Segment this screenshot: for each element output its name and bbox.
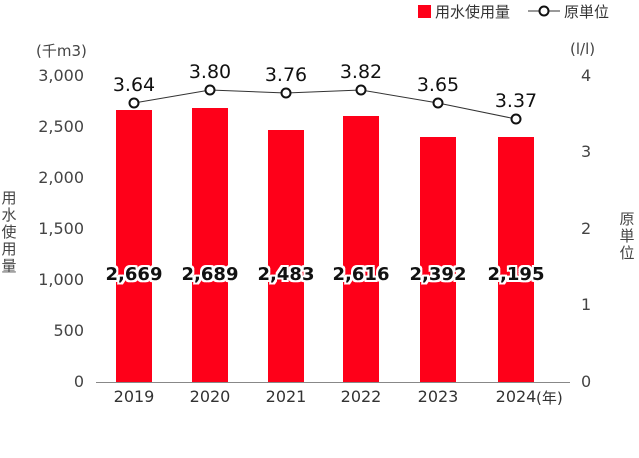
bar-label-2019: 2,669: [105, 264, 163, 285]
bar-label-2022: 2,616: [332, 264, 390, 285]
legend-bar-swatch: [418, 4, 431, 18]
x-label-2024: 2024: [495, 387, 537, 406]
right-axis-title-char: 原: [619, 210, 635, 228]
bar-label-2021: 2,483: [257, 264, 315, 285]
point-marker-icon: [204, 84, 216, 96]
line-label-2023: 3.65: [416, 74, 460, 96]
right-tick: 3: [581, 142, 592, 161]
left-tick: 1,500: [38, 219, 84, 238]
bar-label-2020: 2,689: [181, 264, 239, 285]
right-tick: 4: [581, 66, 592, 85]
left-tick: 2,500: [38, 117, 84, 136]
left-axis-title-char: 用: [1, 189, 17, 207]
point-marker-icon: [128, 97, 140, 109]
line-label-2020: 3.80: [188, 61, 232, 83]
right-tick: 0: [581, 372, 592, 391]
left-tick: 3,000: [38, 66, 84, 85]
left-axis-title-char: 用: [1, 240, 17, 258]
left-axis-title-char: 水: [1, 206, 17, 224]
point-marker-icon: [432, 97, 444, 109]
bar-2021: [268, 130, 304, 382]
right-tick: 2: [581, 219, 592, 238]
legend-bar-label: 用水使用量: [435, 2, 511, 21]
x-axis-suffix: (年): [536, 389, 563, 407]
bar-label-2023: 2,392: [409, 264, 467, 285]
x-axis-line: [96, 382, 570, 383]
x-label-2022: 2022: [340, 387, 382, 406]
left-tick: 500: [53, 321, 84, 340]
left-axis-title-char: 使: [1, 223, 17, 241]
line-label-2024: 3.37: [494, 90, 538, 112]
right-tick: 1: [581, 295, 592, 314]
legend: 用水使用量 原単位: [418, 0, 609, 22]
line-label-2021: 3.76: [264, 64, 308, 86]
right-axis-title-char: 位: [619, 244, 635, 262]
x-label-2023: 2023: [417, 387, 459, 406]
left-axis-title-char: 量: [1, 257, 17, 275]
left-tick: 2,000: [38, 168, 84, 187]
x-label-2021: 2021: [265, 387, 307, 406]
legend-line-label: 原単位: [564, 2, 610, 21]
legend-line-marker-icon: [528, 5, 561, 17]
bar-2023: [420, 137, 456, 382]
bar-2020: [192, 108, 228, 382]
x-label-2019: 2019: [113, 387, 155, 406]
bar-2024: [498, 137, 534, 382]
bar-label-2024: 2,195: [487, 264, 545, 285]
bar-2022: [343, 116, 379, 382]
left-tick: 0: [73, 372, 84, 391]
right-axis-title: 原 単 位: [618, 211, 636, 262]
line-label-2019: 3.64: [112, 74, 156, 96]
left-tick: 1,000: [38, 270, 84, 289]
bar-2019: [116, 110, 152, 382]
left-axis-unit: (千m3): [36, 42, 87, 60]
point-marker-icon: [280, 87, 292, 99]
line-label-2022: 3.82: [339, 61, 383, 83]
point-marker-icon: [510, 113, 522, 125]
x-label-2020: 2020: [189, 387, 231, 406]
point-marker-icon: [355, 84, 367, 96]
right-axis-title-char: 単: [619, 227, 635, 245]
right-axis-unit: (l/l): [570, 40, 596, 58]
left-axis-title: 用 水 使 用 量: [0, 190, 18, 275]
